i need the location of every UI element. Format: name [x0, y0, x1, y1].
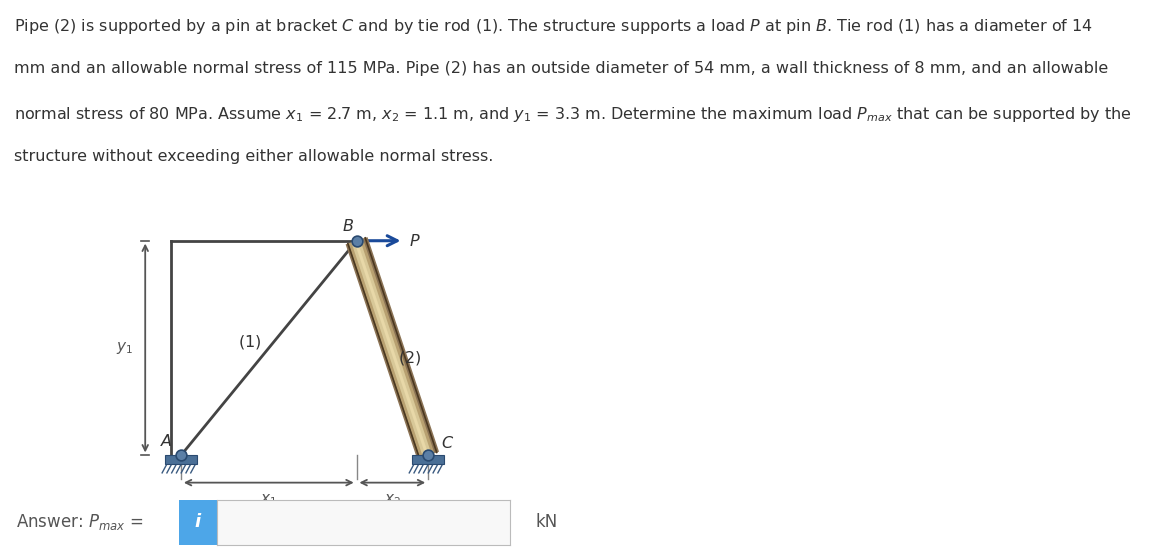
Text: kN: kN: [536, 513, 558, 531]
Text: i: i: [195, 513, 200, 531]
Point: [172, 451, 190, 460]
Text: Pipe (2) is supported by a pin at bracket $C$ and by tie rod (1). The structure : Pipe (2) is supported by a pin at bracke…: [14, 17, 1093, 36]
Point: [419, 451, 438, 460]
Text: mm and an allowable normal stress of 115 MPa. Pipe (2) has an outside diameter o: mm and an allowable normal stress of 115…: [14, 60, 1108, 76]
Text: structure without exceeding either allowable normal stress.: structure without exceeding either allow…: [14, 149, 493, 164]
Bar: [165, 455, 197, 465]
Text: $B$: $B$: [342, 218, 354, 234]
Text: $y_1$: $y_1$: [116, 340, 134, 356]
Text: $x_1$: $x_1$: [260, 492, 278, 508]
Text: Answer: $P_{max}$ =: Answer: $P_{max}$ =: [16, 512, 144, 532]
Text: normal stress of 80 MPa. Assume $x_1$ = 2.7 m, $x_2$ = 1.1 m, and $y_1$ = 3.3 m.: normal stress of 80 MPa. Assume $x_1$ = …: [14, 105, 1131, 124]
Text: $C$: $C$: [441, 436, 454, 451]
Text: $x_2$: $x_2$: [384, 492, 401, 508]
Bar: [411, 455, 445, 465]
Point: [348, 236, 366, 245]
Text: $A$: $A$: [160, 433, 173, 449]
Text: $(1)$: $(1)$: [237, 332, 260, 351]
Text: $(2)$: $(2)$: [397, 349, 420, 367]
Text: $P$: $P$: [409, 233, 420, 249]
